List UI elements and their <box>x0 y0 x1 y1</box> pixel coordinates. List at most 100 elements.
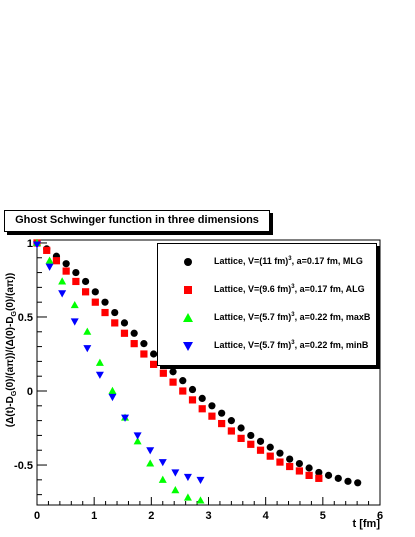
data-point-series-1 <box>130 340 138 348</box>
data-point-series-0 <box>344 477 352 485</box>
legend-entry-minb: Lattice, V=(5.7 fm)3, a=0.22 fm, minB <box>158 336 376 356</box>
data-point-series-2 <box>58 277 67 285</box>
data-marks <box>33 238 362 504</box>
data-point-series-2 <box>108 386 117 395</box>
legend: Lattice, V=(11 fm)3, a=0.17 fm, MLG Latt… <box>157 243 377 366</box>
data-point-series-0 <box>198 394 206 403</box>
legend-marker-triangle-down <box>183 342 193 351</box>
data-point-series-3 <box>133 432 142 440</box>
data-point-series-1 <box>218 419 226 428</box>
x-axis-label: t [fm] <box>353 518 381 530</box>
x-tick-label: 5 <box>320 510 326 522</box>
chart-title-box: Ghost Schwinger function in three dimens… <box>4 210 270 232</box>
data-point-series-0 <box>188 385 197 394</box>
data-point-series-1 <box>52 257 61 265</box>
legend-label-maxb: Lattice, V=(5.7 fm)3, a=0.22 fm, maxB <box>214 312 371 322</box>
data-point-series-0 <box>256 437 265 445</box>
data-point-series-0 <box>276 449 284 457</box>
data-point-series-1 <box>140 350 148 358</box>
data-point-series-3 <box>183 473 192 482</box>
data-point-series-1 <box>295 467 303 475</box>
legend-label-minb: Lattice, V=(5.7 fm)3, a=0.22 fm, minB <box>214 340 369 350</box>
data-point-series-2 <box>45 256 54 264</box>
data-point-series-0 <box>179 377 187 385</box>
data-point-series-2 <box>183 493 192 501</box>
data-point-series-3 <box>108 393 117 402</box>
data-point-series-1 <box>237 434 245 442</box>
data-point-series-3 <box>158 459 167 467</box>
data-point-series-0 <box>237 424 245 432</box>
data-point-series-0 <box>140 340 148 348</box>
data-point-series-2 <box>70 300 79 309</box>
data-point-series-3 <box>45 263 54 271</box>
legend-marker-circle <box>184 258 192 266</box>
data-point-series-0 <box>208 402 216 410</box>
data-point-series-1 <box>72 277 80 286</box>
data-point-series-0 <box>81 277 90 286</box>
data-point-series-1 <box>247 440 255 448</box>
data-point-series-0 <box>247 431 255 440</box>
data-point-series-0 <box>72 268 80 277</box>
data-point-series-2 <box>158 475 167 483</box>
data-point-series-1 <box>62 267 70 275</box>
data-point-series-1 <box>276 458 284 466</box>
data-point-series-0 <box>150 350 158 358</box>
data-point-series-0 <box>111 308 119 317</box>
y-tick-label: 0 <box>27 386 33 398</box>
data-point-series-3 <box>146 447 155 455</box>
legend-marker-square <box>184 286 192 294</box>
data-point-series-1 <box>188 396 197 404</box>
data-point-series-1 <box>286 462 294 471</box>
data-point-series-3 <box>95 371 104 379</box>
data-point-series-1 <box>120 329 129 337</box>
data-point-series-2 <box>171 485 180 494</box>
data-point-series-1 <box>81 288 90 296</box>
data-point-series-0 <box>334 474 342 482</box>
chart-title: Ghost Schwinger function in three dimens… <box>15 214 259 226</box>
data-point-series-0 <box>62 260 70 268</box>
data-point-series-2 <box>95 358 104 366</box>
data-point-series-1 <box>305 471 313 479</box>
legend-marker-triangle-up <box>183 313 193 322</box>
svg-text:(Δ(t)-DG(0)/(aπ))/(Δ(0)-DG(0)/: (Δ(t)-DG(0)/(aπ))/(Δ(0)-DG(0)/(aπ)) <box>5 273 18 427</box>
data-point-series-1 <box>315 474 323 482</box>
data-point-series-0 <box>130 329 138 337</box>
data-point-series-1 <box>227 427 235 435</box>
x-tick-label: 2 <box>148 510 154 522</box>
data-point-series-0 <box>266 443 274 451</box>
data-point-series-1 <box>111 319 119 327</box>
data-point-series-1 <box>179 387 187 395</box>
data-point-series-1 <box>266 452 274 460</box>
data-point-series-0 <box>286 455 294 463</box>
data-point-series-1 <box>150 360 158 368</box>
legend-entry-alg: Lattice, V=(9.6 fm)3, a=0.17 fm, ALG <box>158 280 376 300</box>
data-point-series-1 <box>208 412 216 420</box>
data-point-series-2 <box>133 437 142 445</box>
data-point-series-3 <box>33 241 41 249</box>
data-point-series-0 <box>169 368 177 376</box>
data-point-series-1 <box>256 446 265 454</box>
data-point-series-0 <box>227 417 235 425</box>
data-point-series-3 <box>196 476 205 485</box>
data-point-series-0 <box>315 468 323 477</box>
data-point-series-3 <box>171 469 180 477</box>
data-point-series-2 <box>83 327 92 335</box>
data-point-series-0 <box>324 471 333 479</box>
data-point-series-3 <box>83 345 92 353</box>
x-tick-label: 4 <box>263 510 270 522</box>
x-tick-label: 0 <box>34 510 40 522</box>
x-tick-label: 3 <box>205 510 211 522</box>
data-point-series-1 <box>169 378 177 386</box>
data-point-series-0 <box>305 464 313 472</box>
data-point-series-1 <box>198 405 206 413</box>
data-point-series-2 <box>196 496 205 504</box>
legend-entry-maxb: Lattice, V=(5.7 fm)3, a=0.22 fm, maxB <box>158 308 376 328</box>
data-point-series-3 <box>70 318 79 326</box>
data-point-series-1 <box>43 246 51 254</box>
y-axis-label: (Δ(t)-DG(0)/(aπ))/(Δ(0)-DG(0)/(aπ)) <box>5 273 18 427</box>
legend-entry-mlg: Lattice, V=(11 fm)3, a=0.17 fm, MLG <box>158 252 376 272</box>
data-point-series-0 <box>354 479 362 487</box>
data-point-series-1 <box>101 308 109 317</box>
data-point-series-0 <box>295 459 303 468</box>
